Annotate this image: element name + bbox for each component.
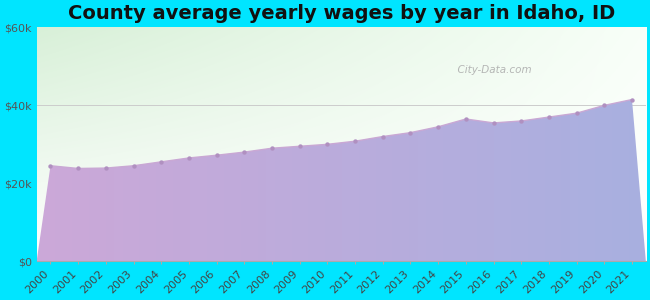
Point (294, 144, 305, 149)
Point (73, 166, 83, 171)
Point (488, 121, 499, 125)
Point (46, 163, 56, 168)
Point (543, 115, 554, 119)
Point (266, 146, 277, 151)
Point (184, 156, 194, 161)
Point (101, 166, 111, 170)
Point (405, 130, 415, 135)
Point (322, 142, 333, 147)
Point (156, 159, 166, 164)
Polygon shape (36, 100, 646, 261)
Text: City-Data.com: City-Data.com (451, 64, 532, 75)
Point (461, 117, 471, 122)
Point (350, 139, 360, 144)
Point (571, 111, 582, 116)
Point (599, 103, 610, 108)
Point (627, 97, 637, 102)
Point (378, 134, 388, 139)
Title: County average yearly wages by year in Idaho, ID: County average yearly wages by year in I… (68, 4, 615, 23)
Point (239, 150, 250, 154)
Point (128, 163, 138, 168)
Point (516, 118, 526, 123)
Point (433, 124, 443, 129)
Point (211, 153, 222, 158)
